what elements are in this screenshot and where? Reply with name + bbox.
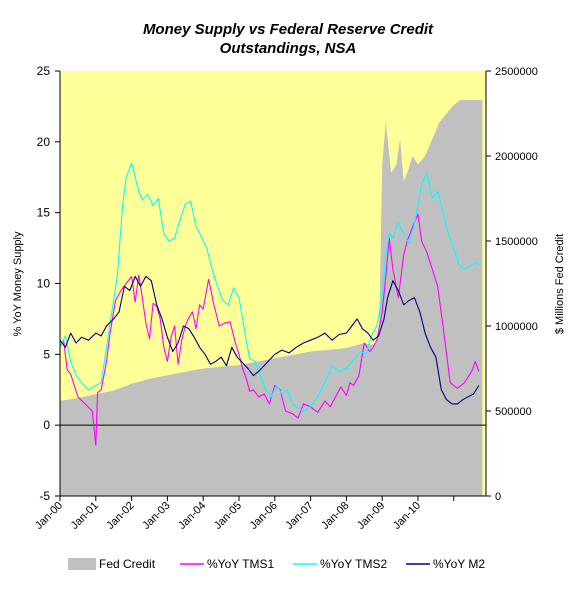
- y-left-tick-label: 15: [37, 206, 51, 220]
- y-right-tick-label: 0: [495, 491, 501, 503]
- x-tick-label: Jan-08: [319, 500, 351, 532]
- x-tick-label: Jan-06: [248, 500, 280, 532]
- series-tms1-line: [59, 213, 480, 446]
- chart-title-line-1: Money Supply vs Federal Reserve Credit: [143, 21, 434, 38]
- x-tick-label: Jan-00: [33, 500, 65, 532]
- y-right-tick-label: 1500000: [495, 236, 538, 248]
- x-tick-label: Jan-05: [212, 500, 244, 532]
- x-tick-label: Jan-01: [69, 500, 101, 532]
- legend-item-fed-credit-label: Fed Credit: [99, 557, 156, 571]
- y-left-tick-label: 5: [43, 347, 50, 361]
- series-fed-credit-area: [60, 99, 483, 497]
- y-right-tick-label: 2000000: [495, 151, 538, 163]
- y-left-tick-label: 20: [37, 135, 51, 149]
- x-tick-label: Jan-02: [104, 500, 136, 532]
- legend: Fed Credit %YoY TMS1 %YoY TMS2 %YoY M2: [68, 557, 485, 571]
- y-axis-right-label: $ Millions Fed Credit: [554, 234, 566, 334]
- x-tick-label: Jan-07: [283, 500, 315, 532]
- x-tick-label: Jan-04: [176, 500, 208, 532]
- y-left-tick-label: 0: [43, 418, 50, 432]
- y-right-tick-label: 500000: [495, 406, 532, 418]
- y-right-tick-label: 2500000: [495, 66, 538, 78]
- x-tick-label: Jan-09: [355, 500, 387, 532]
- legend-item-fed-credit-swatch: [68, 558, 96, 570]
- series-m2-line: [59, 275, 480, 405]
- y-left-tick-label: 10: [37, 277, 51, 291]
- y-left-tick-label: -5: [39, 489, 50, 503]
- legend-item-tms1-label: %YoY TMS1: [207, 557, 274, 571]
- legend-item-tms2-label: %YoY TMS2: [320, 557, 387, 571]
- chart-title-line-2: Outstandings, NSA: [220, 40, 357, 57]
- y-left-tick-label: 25: [37, 64, 51, 78]
- y-axis-left-label: % YoY Money Supply: [12, 231, 24, 336]
- y-right-tick-label: 1000000: [495, 321, 538, 333]
- legend-item-m2-label: %YoY M2: [433, 557, 485, 571]
- plot-layer: [59, 71, 486, 497]
- x-tick-label: Jan-03: [140, 500, 172, 532]
- series-tms2-line: [59, 162, 481, 412]
- x-tick-label: Jan-10: [391, 500, 423, 532]
